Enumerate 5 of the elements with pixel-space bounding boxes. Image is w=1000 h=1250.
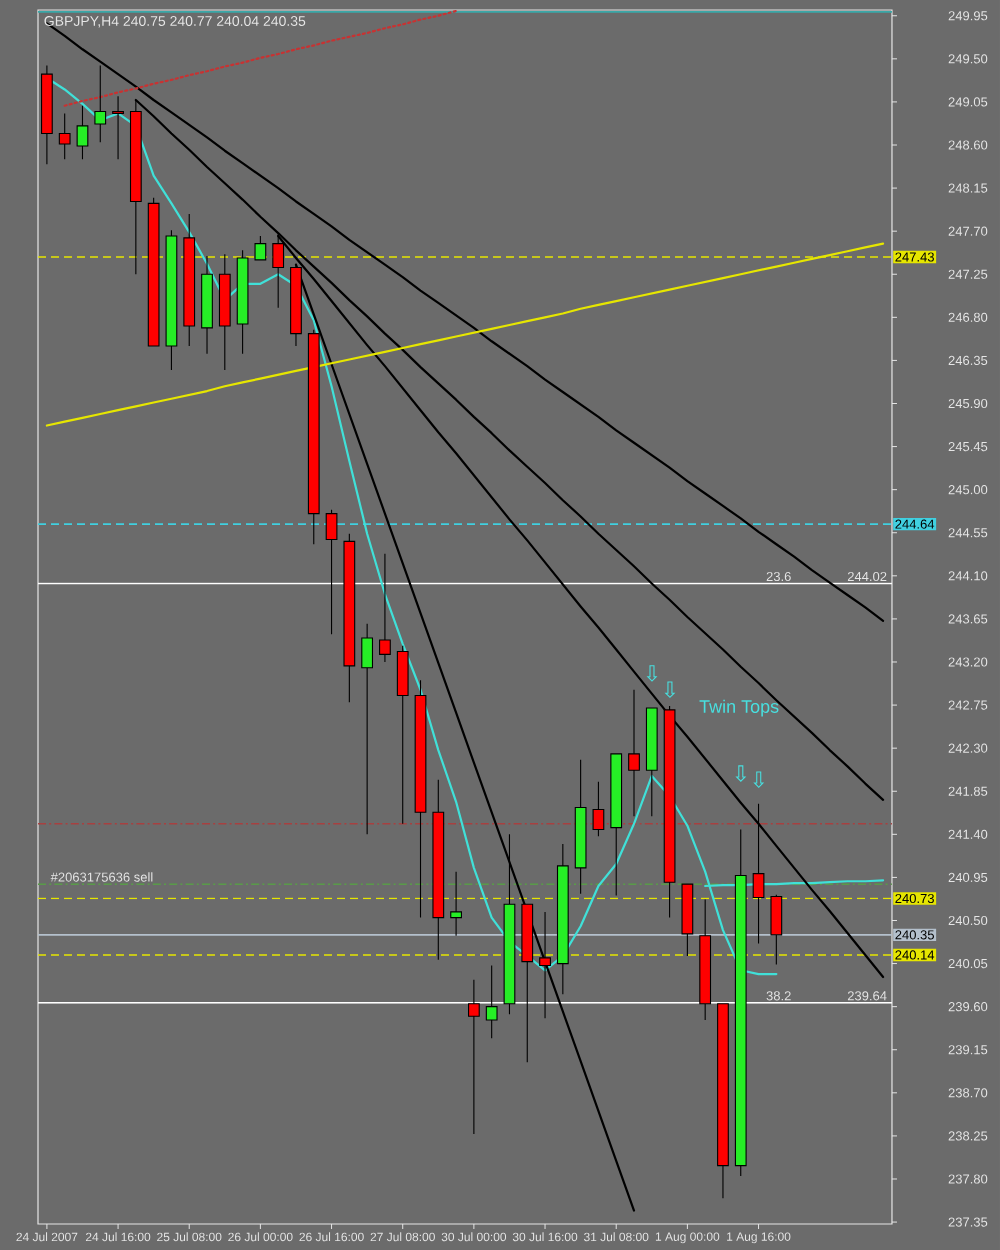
annotation: Twin Tops [699, 699, 779, 717]
annotation: ⇩ [753, 771, 765, 788]
annotation: ⇩ [735, 765, 747, 782]
annotation: ⇩ [646, 665, 658, 682]
annotation: ⇩ [664, 681, 676, 699]
